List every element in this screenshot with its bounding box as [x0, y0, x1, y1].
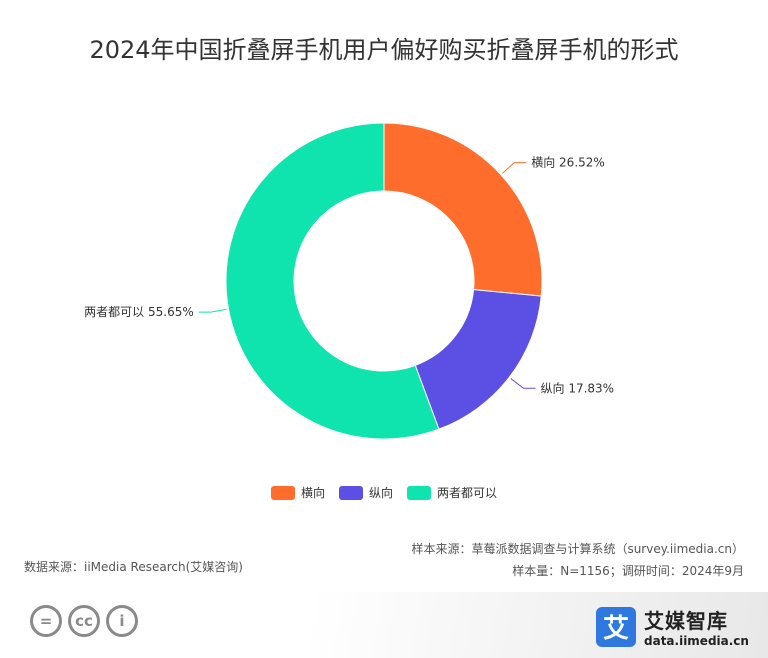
legend-label: 两者都可以 — [437, 486, 498, 500]
person-icon: i — [106, 605, 138, 637]
slice-horizontal[interactable] — [383, 122, 543, 297]
sample-size-note: 样本量：N=1156；调研时间：2024年9月 — [512, 564, 744, 578]
leader-line — [510, 378, 536, 389]
legend-item-both[interactable]: 两者都可以 — [407, 484, 497, 501]
sample-source-note: 样本来源：草莓派数据调查与计算系统（survey.iimedia.cn） — [411, 542, 744, 556]
sample-info: 样本来源：草莓派数据调查与计算系统（survey.iimedia.cn） 样本量… — [411, 538, 744, 582]
cc-icon: cc — [68, 605, 100, 637]
legend-swatch — [338, 485, 363, 500]
brand-logo-icon: 艾 — [596, 606, 636, 647]
data-label-vertical: 纵向 17.83% — [541, 380, 615, 395]
brand-logo-block: 艾 艾媒智库 data.iimedia.cn — [596, 605, 749, 648]
chart-legend: 横向 纵向 两者都可以 — [0, 484, 768, 501]
legend-label: 横向 — [300, 486, 325, 500]
legend-item-vertical[interactable]: 纵向 — [338, 484, 393, 501]
leader-line — [502, 162, 527, 174]
chart-title: 2024年中国折叠屏手机用户偏好购买折叠屏手机的形式 — [89, 36, 679, 64]
brand-url: data.iimedia.cn — [644, 634, 749, 648]
legend-swatch — [270, 485, 295, 500]
legend-label: 纵向 — [368, 486, 393, 500]
data-label-horizontal: 横向 26.52% — [531, 155, 605, 170]
legend-swatch — [407, 485, 431, 500]
brand-name: 艾媒智库 — [644, 609, 728, 633]
data-label-both: 两者都可以 55.65% — [84, 305, 194, 319]
legend-item-horizontal[interactable]: 横向 — [270, 484, 325, 501]
leader-line — [198, 308, 227, 313]
data-source-note: 数据来源：iiMedia Research(艾媒咨询) — [24, 560, 243, 574]
equals-icon: = — [30, 605, 62, 637]
cc-license-badges: = cc i — [30, 605, 138, 637]
slice-both[interactable] — [225, 122, 440, 440]
slice-vertical[interactable] — [414, 289, 542, 430]
